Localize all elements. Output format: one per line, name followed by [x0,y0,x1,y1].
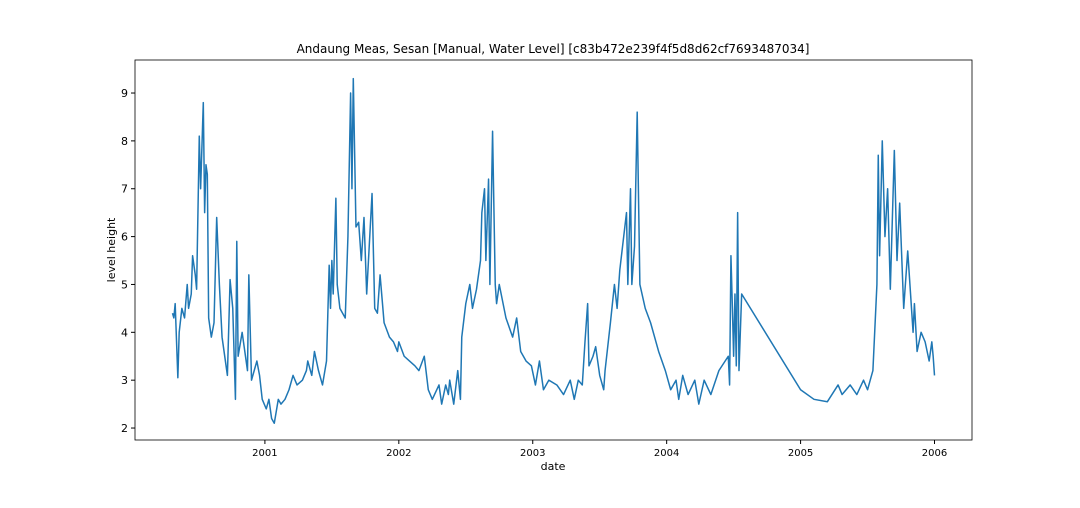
x-tick-label: 2001 [252,448,277,459]
x-tick-label: 2002 [386,448,411,459]
x-tick-label: 2006 [922,448,947,459]
y-axis-label: level height [105,217,118,282]
plot-frame [134,59,973,441]
chart-title: Andaung Meas, Sesan [Manual, Water Level… [297,42,810,56]
x-axis-label: date [541,460,566,473]
y-tick-label: 2 [121,422,128,435]
y-tick-label: 5 [121,278,128,291]
y-tick-label: 7 [121,183,128,196]
x-tick-label: 2003 [520,448,545,459]
data-line [171,77,936,424]
y-tick-label: 9 [121,87,128,100]
y-tick-label: 6 [121,231,128,244]
y-tick-label: 8 [121,135,128,148]
y-tick-label: 4 [121,326,128,339]
x-tick-label: 2004 [654,448,679,459]
y-tick-label: 3 [121,374,128,387]
x-tick-label: 2005 [788,448,813,459]
